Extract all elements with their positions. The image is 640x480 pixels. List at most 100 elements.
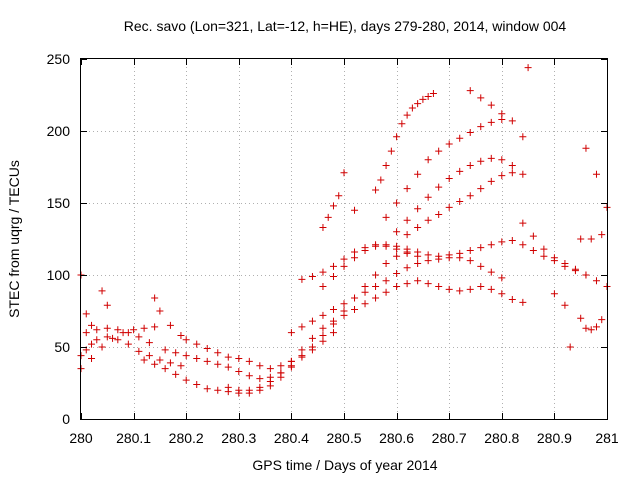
data-point [151, 294, 159, 302]
data-point [529, 232, 537, 240]
series-sat-12 [319, 236, 590, 291]
data-point [466, 87, 474, 95]
data-point [203, 357, 211, 365]
data-point [298, 346, 306, 354]
data-point [172, 349, 180, 357]
x-tick-label: 280.1 [116, 430, 151, 446]
data-point [393, 242, 401, 250]
data-point [445, 140, 453, 148]
data-point [130, 326, 138, 334]
data-point [414, 170, 422, 178]
data-point [372, 242, 380, 250]
data-point [582, 271, 590, 279]
data-point [324, 213, 332, 221]
series-sat-10 [287, 254, 506, 337]
data-point [598, 231, 606, 239]
series-sat-13 [319, 169, 359, 231]
data-point [387, 147, 395, 155]
data-point [340, 262, 348, 270]
grid-lines [81, 59, 607, 419]
data-point [456, 249, 464, 257]
data-point [319, 283, 327, 291]
data-point [393, 133, 401, 141]
data-point [372, 271, 380, 279]
data-point [329, 272, 337, 280]
data-point [329, 262, 337, 270]
data-point [277, 369, 285, 377]
series-sat-18 [466, 64, 532, 141]
x-tick-label: 280 [69, 430, 93, 446]
data-point [382, 277, 390, 285]
data-point [377, 176, 385, 184]
data-point [329, 202, 337, 210]
data-point [298, 275, 306, 283]
data-point [587, 326, 595, 334]
data-point [319, 311, 327, 319]
data-point [445, 175, 453, 183]
data-point [245, 386, 253, 394]
y-tick-label: 150 [47, 195, 71, 211]
data-point [456, 167, 464, 175]
data-point [161, 346, 169, 354]
data-point [361, 288, 369, 296]
series-sat-09 [224, 277, 527, 394]
data-point [224, 363, 232, 371]
data-point [498, 238, 506, 246]
data-point [498, 172, 506, 180]
data-point [414, 259, 422, 267]
data-point [587, 235, 595, 243]
series-sat-05 [151, 294, 185, 339]
data-point [224, 383, 232, 391]
data-point [519, 298, 527, 306]
data-point [135, 333, 143, 341]
data-point [429, 90, 437, 98]
data-point [466, 257, 474, 265]
series-sat-21 [577, 144, 611, 243]
data-point [424, 156, 432, 164]
data-point [487, 241, 495, 249]
x-axis-label: GPS time / Days of year 2014 [252, 457, 437, 473]
data-point [487, 101, 495, 109]
data-point [382, 162, 390, 170]
data-point [245, 372, 253, 380]
data-point [435, 211, 443, 219]
data-point [319, 324, 327, 332]
data-point [424, 251, 432, 259]
data-point [540, 252, 548, 260]
data-point [393, 270, 401, 278]
y-tick-label: 0 [62, 411, 70, 427]
data-point [424, 92, 432, 100]
y-tick-label: 100 [47, 267, 71, 283]
data-point [414, 277, 422, 285]
series-sat-01 [77, 333, 185, 370]
series-sat-11 [298, 241, 422, 283]
data-point [351, 306, 359, 314]
data-point [508, 169, 516, 177]
data-point [561, 259, 569, 267]
data-point [88, 355, 96, 363]
data-point [82, 329, 90, 337]
series-sat-08 [182, 329, 337, 373]
data-point [393, 228, 401, 236]
y-tick-label: 50 [54, 339, 70, 355]
x-tick-label: 280.3 [221, 430, 256, 446]
data-point [424, 280, 432, 288]
data-point [177, 331, 185, 339]
data-point [151, 360, 159, 368]
data-point [308, 272, 316, 280]
data-point [498, 110, 506, 118]
data-point [372, 283, 380, 291]
y-tick-label: 200 [47, 123, 71, 139]
data-point [540, 245, 548, 253]
data-point [319, 223, 327, 231]
data-point [161, 365, 169, 373]
data-point [98, 343, 106, 351]
data-point [487, 154, 495, 162]
series-sat-17 [403, 169, 516, 239]
data-point [214, 386, 222, 394]
data-point [182, 376, 190, 384]
x-tick-label: 280.9 [537, 430, 572, 446]
data-point [203, 344, 211, 352]
data-point [477, 283, 485, 291]
